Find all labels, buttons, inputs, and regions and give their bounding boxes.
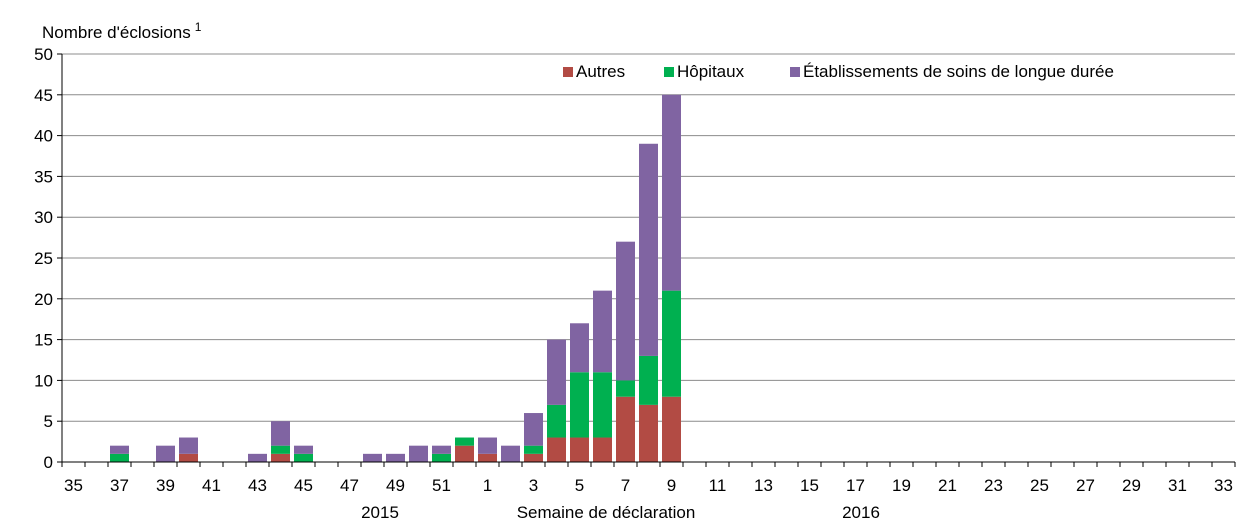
legend-label: Établissements de soins de longue durée — [803, 62, 1114, 81]
bar-segment-52-series-1 — [455, 437, 474, 446]
x-tick-label: 21 — [938, 476, 957, 495]
bar-segment-44-series-1 — [271, 445, 290, 454]
x-tick-label: 35 — [64, 476, 83, 495]
y-tick-label: 45 — [34, 86, 53, 105]
bar-segment-44-series-0 — [271, 453, 290, 462]
x-tick-label: 25 — [1030, 476, 1049, 495]
legend-label: Hôpitaux — [677, 62, 745, 81]
y-tick-label: 5 — [44, 412, 53, 431]
bar-segment-45-series-2 — [294, 445, 313, 454]
legend-swatch — [563, 67, 573, 77]
bar-segment-1-series-0 — [478, 453, 497, 462]
bar-segment-40-series-0 — [179, 453, 198, 462]
year-label-2016: 2016 — [842, 503, 880, 522]
x-tick-label: 5 — [575, 476, 584, 495]
y-tick-label: 20 — [34, 290, 53, 309]
bar-segment-9-series-2 — [662, 94, 681, 291]
bar-segment-37-series-2 — [110, 445, 129, 454]
bar-segment-8-series-1 — [639, 355, 658, 405]
y-axis-title: Nombre d'éclosions 1 — [42, 20, 202, 42]
year-label-2015: 2015 — [361, 503, 399, 522]
y-tick-label: 40 — [34, 127, 53, 146]
bar-segment-8-series-0 — [639, 404, 658, 462]
bar-segment-1-series-2 — [478, 437, 497, 454]
x-tick-label: 31 — [1168, 476, 1187, 495]
x-tick-label: 9 — [667, 476, 676, 495]
x-tick-label: 39 — [156, 476, 175, 495]
legend-swatch — [664, 67, 674, 77]
bar-segment-5-series-0 — [570, 437, 589, 462]
x-tick-label: 33 — [1214, 476, 1233, 495]
legend: Autres Hôpitaux Établissements de soins de… — [563, 62, 1114, 81]
bar-segment-7-series-0 — [616, 396, 635, 462]
y-tick-label: 25 — [34, 249, 53, 268]
bar-segment-7-series-1 — [616, 380, 635, 397]
bar-segment-39-series-2 — [156, 445, 175, 462]
bar-segment-7-series-2 — [616, 241, 635, 381]
x-tick-label: 41 — [202, 476, 221, 495]
y-tick-label: 50 — [34, 45, 53, 64]
y-tick-label: 30 — [34, 208, 53, 227]
x-tick-label: 3 — [529, 476, 538, 495]
legend-swatch — [790, 67, 800, 77]
bar-segment-52-series-0 — [455, 445, 474, 462]
bar-segment-48-series-2 — [363, 453, 382, 462]
bar-segment-5-series-1 — [570, 372, 589, 438]
x-tick-label: 47 — [340, 476, 359, 495]
bar-segment-3-series-1 — [524, 445, 543, 454]
bars — [110, 94, 681, 462]
bar-segment-6-series-1 — [593, 372, 612, 438]
y-tick-label: 35 — [34, 167, 53, 186]
x-tick-label: 51 — [432, 476, 451, 495]
x-tick-label: 23 — [984, 476, 1003, 495]
x-tick-label: 13 — [754, 476, 773, 495]
x-axis-title: Semaine de déclaration — [517, 503, 696, 522]
bar-segment-4-series-1 — [547, 404, 566, 438]
bar-segment-43-series-2 — [248, 453, 267, 462]
bar-segment-3-series-0 — [524, 453, 543, 462]
bar-segment-44-series-2 — [271, 421, 290, 446]
x-tick-label: 17 — [846, 476, 865, 495]
bar-segment-6-series-2 — [593, 290, 612, 373]
x-tick-label: 49 — [386, 476, 405, 495]
x-tick-label: 11 — [709, 476, 727, 495]
bar-segment-51-series-2 — [432, 445, 451, 454]
bar-segment-6-series-0 — [593, 437, 612, 462]
legend-label: Autres — [576, 62, 625, 81]
bar-segment-9-series-1 — [662, 290, 681, 397]
bar-segment-3-series-2 — [524, 413, 543, 446]
bar-segment-51-series-1 — [432, 453, 451, 462]
x-tick-label: 15 — [800, 476, 819, 495]
x-tick-label: 1 — [483, 476, 492, 495]
bar-segment-40-series-2 — [179, 437, 198, 454]
bar-segment-49-series-2 — [386, 453, 405, 462]
y-tick-label: 15 — [34, 331, 53, 350]
x-tick-label: 29 — [1122, 476, 1141, 495]
x-tick-label: 45 — [294, 476, 313, 495]
bar-segment-50-series-2 — [409, 445, 428, 462]
x-tick-label: 7 — [621, 476, 630, 495]
bar-segment-8-series-2 — [639, 143, 658, 356]
bar-segment-37-series-1 — [110, 453, 129, 462]
bar-segment-9-series-0 — [662, 396, 681, 462]
bar-segment-4-series-2 — [547, 339, 566, 405]
y-tick-label: 10 — [34, 371, 53, 390]
bar-segment-2-series-2 — [501, 445, 520, 462]
x-tick-label: 27 — [1076, 476, 1095, 495]
y-tick-label: 0 — [44, 453, 53, 472]
bar-segment-4-series-0 — [547, 437, 566, 462]
bar-segment-5-series-2 — [570, 323, 589, 373]
bar-segment-45-series-1 — [294, 453, 313, 462]
x-tick-label: 43 — [248, 476, 267, 495]
x-tick-label: 37 — [110, 476, 129, 495]
x-tick-label: 19 — [892, 476, 911, 495]
